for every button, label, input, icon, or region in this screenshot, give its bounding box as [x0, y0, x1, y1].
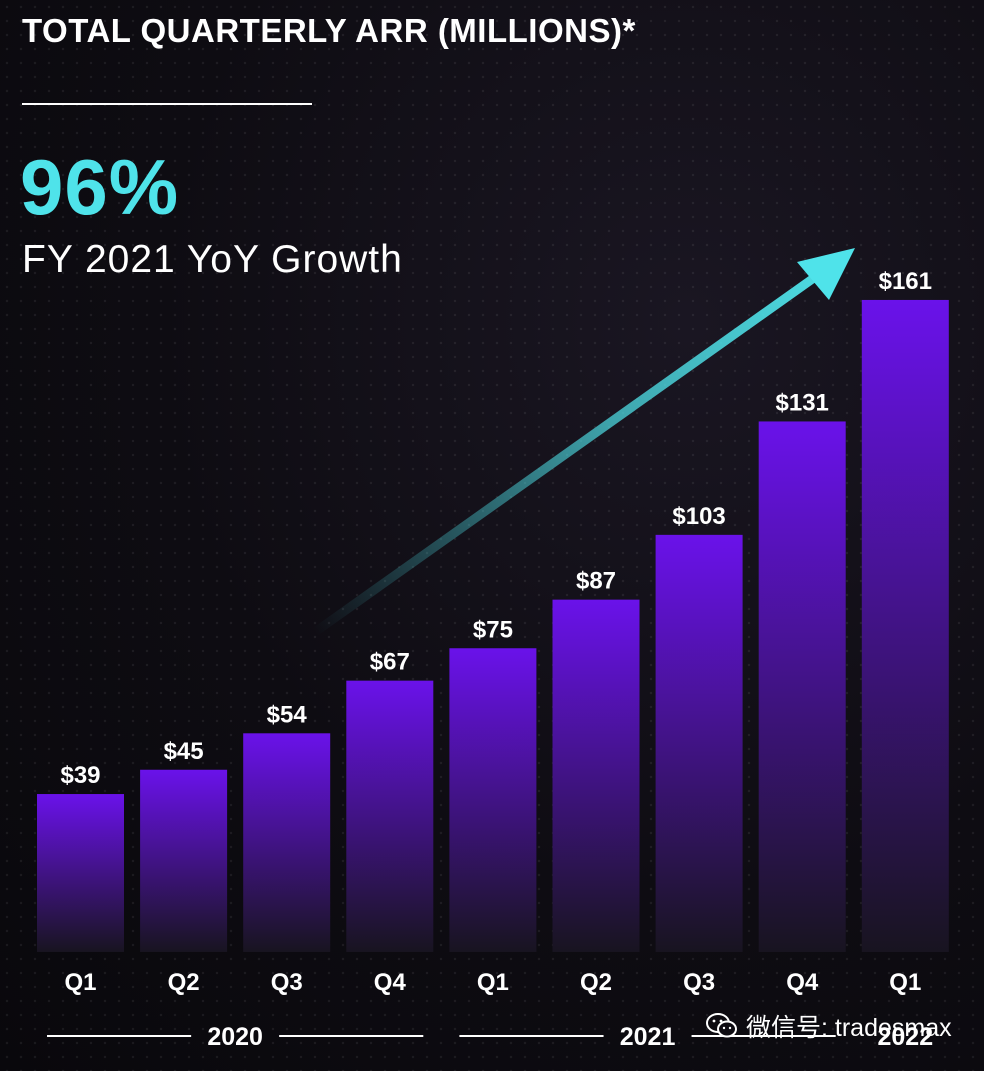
wechat-icon [706, 1013, 737, 1038]
bar-value-label-1: $45 [164, 738, 204, 765]
title-underline [22, 103, 312, 105]
bar-value-label-6: $103 [672, 503, 725, 530]
bar-6 [655, 534, 743, 952]
chart-title: TOTAL QUARTERLY ARR (MILLIONS)* [22, 12, 636, 49]
bar-value-label-0: $39 [60, 762, 100, 789]
trend-arrow-shaft [310, 270, 823, 637]
category-label-1: Q2 [168, 969, 200, 996]
category-label-5: Q2 [580, 969, 612, 996]
bar-4 [449, 648, 537, 952]
bar-value-label-8: $161 [879, 268, 932, 295]
bar-3 [346, 680, 434, 952]
bar-value-label-5: $87 [576, 568, 616, 595]
year-label-2: 2022 [877, 1023, 933, 1051]
bar-5 [552, 599, 640, 952]
bar-8 [861, 299, 949, 952]
bar-value-label-4: $75 [473, 616, 513, 643]
category-label-8: Q1 [889, 969, 921, 996]
bar-value-label-2: $54 [267, 701, 308, 728]
bar-2 [243, 733, 331, 952]
trend-arrow-head [797, 248, 855, 300]
category-label-4: Q1 [477, 969, 509, 996]
bar-value-label-7: $131 [776, 389, 829, 416]
category-label-7: Q4 [786, 969, 819, 996]
growth-trend-arrow [310, 248, 855, 637]
bar-7 [758, 421, 846, 952]
growth-label: FY 2021 YoY Growth [22, 238, 403, 281]
category-label-6: Q3 [683, 969, 715, 996]
watermark: 微信号: tradesmax [706, 1008, 952, 1044]
growth-percentage: 96% [20, 143, 180, 231]
category-label-3: Q4 [374, 969, 407, 996]
bar-value-label-3: $67 [370, 649, 410, 676]
category-label-0: Q1 [64, 969, 96, 996]
watermark-text: 微信号: tradesmax [746, 1014, 952, 1042]
bar-0 [37, 794, 124, 952]
year-label-1: 2021 [620, 1023, 676, 1051]
category-label-2: Q3 [271, 969, 303, 996]
bar-1 [140, 769, 228, 952]
year-label-0: 2020 [207, 1023, 263, 1051]
